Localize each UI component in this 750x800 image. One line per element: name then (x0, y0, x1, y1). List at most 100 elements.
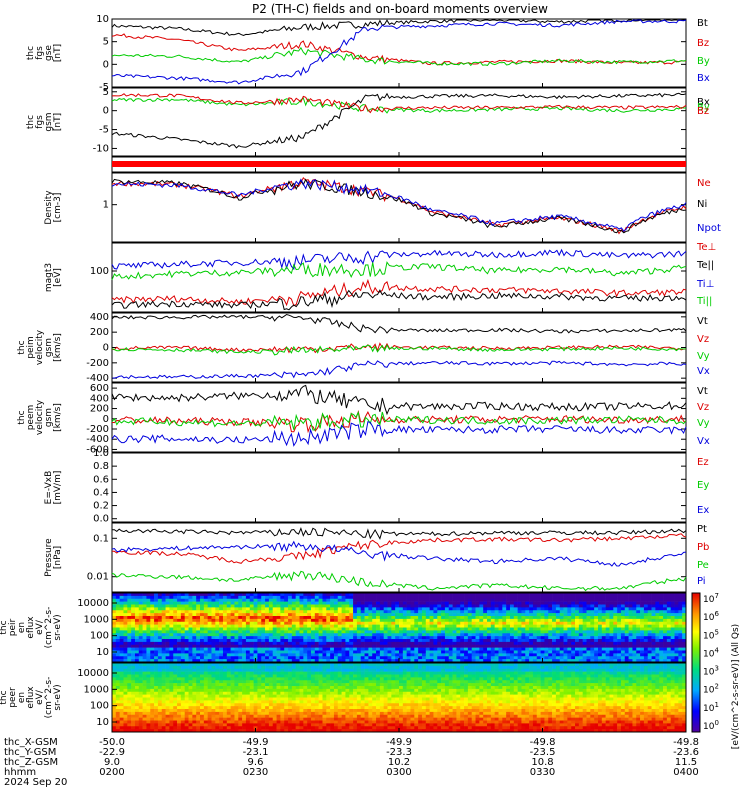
spec-cell (620, 604, 626, 608)
spec-cell (418, 598, 423, 602)
spec-cell (517, 610, 522, 614)
spec-cell (253, 694, 258, 698)
spec-cell (494, 607, 499, 611)
spec-cell (322, 659, 327, 663)
spec-cell (513, 650, 518, 654)
spec-cell (586, 627, 591, 631)
spec-cell (651, 656, 656, 660)
spec-cell (540, 598, 545, 602)
spec-cell (578, 618, 583, 623)
spec-cell (211, 688, 216, 693)
spec-cell (115, 639, 120, 643)
spec-cell (184, 674, 189, 678)
spec-cell (391, 595, 396, 600)
spec-cell (177, 595, 182, 600)
spec-cell (257, 706, 262, 710)
spec-cell (161, 636, 166, 640)
spec-cell (154, 717, 159, 721)
spec-cell (238, 717, 243, 721)
spec-cell (161, 595, 166, 600)
spec-cell (525, 633, 530, 637)
spec-cell (238, 607, 243, 611)
spec-cell (647, 601, 652, 605)
spec-cell (115, 714, 120, 718)
spec-cell (310, 593, 316, 597)
spec-cell (513, 610, 518, 614)
spec-cell (150, 624, 155, 628)
spec-cell (333, 598, 339, 602)
spec-cell (640, 659, 645, 663)
spec-cell (299, 694, 304, 698)
spec-cell (265, 700, 270, 704)
spec-cell (234, 650, 239, 654)
spec-cell (322, 613, 327, 617)
spec-cell (169, 636, 174, 640)
spec-cell (532, 644, 538, 648)
spec-cell (295, 717, 300, 721)
spec-cell (383, 610, 388, 614)
spec-cell (219, 709, 224, 713)
spec-cell (207, 613, 212, 617)
spec-cell (276, 656, 281, 660)
spec-cell (142, 706, 147, 710)
spec-cell (517, 650, 522, 654)
spec-cell (659, 656, 664, 660)
spec-cell (200, 639, 205, 643)
spec-cell (483, 641, 488, 646)
spec-cell (146, 659, 151, 663)
spec-cell (299, 633, 304, 637)
spec-cell (326, 639, 331, 643)
ylabel-peer_spec-3: eflux (26, 686, 36, 709)
spec-cell (632, 593, 637, 597)
spec-cell (161, 683, 166, 687)
spec-cell (219, 644, 224, 648)
spec-cell (509, 624, 515, 628)
spec-cell (395, 613, 400, 617)
spec-cell (280, 663, 285, 667)
spec-cell (659, 621, 664, 625)
spec-cell (180, 706, 186, 710)
spec-cell (509, 644, 515, 648)
ylabel-peer_spec-5: (cm^2-s- (44, 677, 54, 719)
spec-cell (295, 633, 300, 637)
spec-cell (203, 621, 208, 625)
spec-cell (207, 636, 212, 640)
spec-cell (299, 618, 304, 623)
spec-cell (460, 624, 465, 628)
spec-cell (280, 709, 285, 713)
spec-cell (177, 714, 182, 718)
spec-cell (605, 604, 610, 608)
spec-cell (299, 688, 304, 693)
spec-cell (226, 633, 231, 637)
spec-cell (253, 644, 258, 648)
spec-cell (548, 613, 553, 617)
spec-cell (391, 633, 396, 637)
spec-cell (448, 624, 453, 628)
spec-cell (276, 595, 281, 600)
spec-cell (521, 659, 526, 663)
spec-cell (211, 650, 216, 654)
spec-cell (605, 636, 610, 640)
spec-cell (119, 683, 124, 687)
spec-cell (138, 636, 143, 640)
spec-cell (253, 674, 258, 678)
spec-cell (475, 650, 480, 654)
spec-cell (617, 641, 622, 646)
spec-cell (188, 644, 193, 648)
spec-cell (517, 627, 522, 631)
spec-cell (448, 621, 453, 625)
spec-cell (322, 593, 327, 597)
ytick-efield: 0.0 (93, 514, 109, 525)
spec-cell (674, 593, 679, 597)
spec-cell (184, 639, 189, 643)
spec-cell (636, 647, 641, 651)
spec-cell (494, 610, 499, 614)
spec-cell (146, 717, 151, 721)
spec-cell (632, 621, 637, 625)
spec-cell (299, 610, 304, 614)
spec-cell (131, 717, 136, 721)
spec-cell (594, 647, 599, 651)
spec-cell (471, 650, 476, 654)
spec-cell (169, 610, 174, 614)
spec-cell (460, 636, 465, 640)
